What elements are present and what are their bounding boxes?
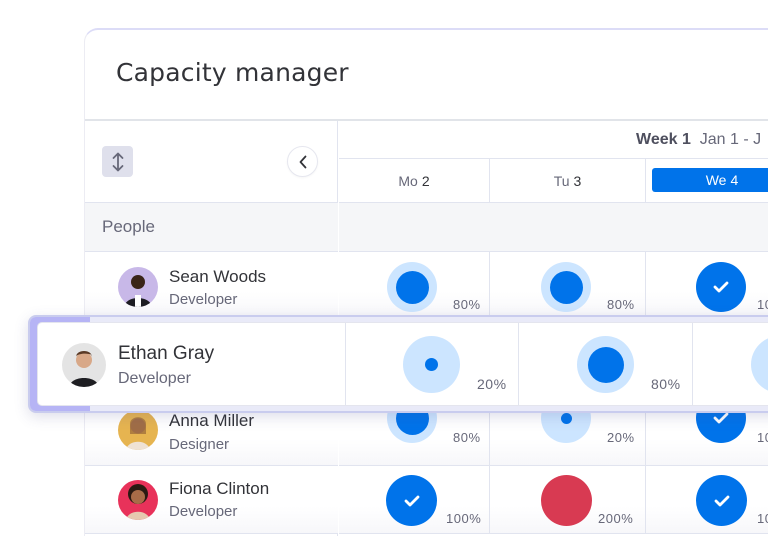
capacity-percent: 80%	[607, 297, 635, 312]
person-photo-icon	[126, 417, 150, 450]
capacity-cell[interactable]: 80%	[339, 252, 490, 319]
day-column-header-active[interactable]: We 4	[652, 168, 768, 192]
checkmark-icon	[404, 495, 419, 506]
capacity-percent: 20%	[477, 376, 507, 392]
week-header: Week 1 Jan 1 - J	[339, 121, 768, 159]
capacity-indicator-full	[696, 475, 747, 526]
capacity-cell[interactable]: 100%	[339, 466, 490, 534]
checkmark-icon	[713, 412, 729, 424]
column-divider	[345, 323, 346, 405]
capacity-dot	[587, 346, 624, 383]
avatar	[62, 343, 106, 387]
person-row[interactable]: Fiona Clinton Developer	[85, 466, 338, 534]
person-role: Designer	[169, 436, 230, 453]
card-header: Capacity manager	[85, 30, 768, 121]
people-section-header: People	[85, 203, 338, 252]
capacity-indicator-partial	[541, 262, 591, 312]
dragged-person-row[interactable]: Ethan Gray Developer 20% 80%	[28, 315, 768, 413]
capacity-percent: 10	[757, 430, 768, 445]
capacity-indicator-low	[403, 336, 460, 393]
checkmark-icon	[714, 495, 729, 506]
capacity-percent: 80%	[453, 430, 481, 445]
avatar	[118, 267, 158, 307]
person-name: Fiona Clinton	[169, 479, 270, 498]
person-name: Sean Woods	[169, 267, 267, 286]
capacity-indicator-partial	[751, 336, 768, 393]
capacity-indicator-full	[696, 262, 746, 312]
collapse-panel-button[interactable]	[287, 146, 318, 177]
person-role: Developer	[169, 503, 238, 520]
capacity-dot	[425, 358, 438, 371]
capacity-indicator-full	[386, 475, 437, 526]
capacity-cell[interactable]: 10	[646, 252, 768, 319]
week-range: Jan 1 - J	[699, 131, 762, 148]
person-name: Anna Miller	[169, 411, 255, 430]
avatar	[118, 410, 158, 450]
capacity-percent: 80%	[651, 376, 681, 392]
capacity-percent: 100%	[446, 511, 482, 526]
person-name: Ethan Gray	[118, 343, 215, 364]
people-toolbar	[85, 121, 338, 203]
person-row[interactable]: Sean Woods Developer	[85, 252, 338, 319]
person-role: Developer	[169, 291, 238, 308]
checkmark-icon	[713, 281, 729, 293]
expand-rows-button[interactable]	[102, 146, 133, 177]
person-photo-icon	[124, 275, 152, 307]
capacity-dot	[395, 270, 429, 304]
chevron-left-icon	[299, 155, 306, 168]
capacity-percent: 80%	[453, 297, 481, 312]
person-role: Developer	[118, 370, 191, 387]
people-section-band	[339, 203, 768, 252]
page-title: Capacity manager	[116, 58, 349, 87]
day-column-header[interactable]: Mo 2	[339, 159, 490, 202]
capacity-cell[interactable]: 200%	[490, 466, 646, 534]
capacity-percent: 10	[757, 297, 768, 312]
dragged-row-content: Ethan Gray Developer 20% 80%	[38, 323, 768, 405]
capacity-percent: 10	[757, 511, 768, 526]
capacity-cell[interactable]: 80%	[490, 252, 646, 319]
capacity-indicator-partial	[577, 336, 634, 393]
capacity-percent: 200%	[598, 511, 634, 526]
capacity-percent: 20%	[607, 430, 635, 445]
arrows-vertical-icon	[112, 152, 123, 171]
capacity-dot	[560, 412, 572, 424]
people-section-label: People	[102, 217, 155, 236]
column-divider	[692, 323, 693, 405]
person-photo-icon	[69, 351, 99, 387]
person-photo-icon	[126, 484, 150, 520]
day-column-header[interactable]: Tu 3	[490, 159, 646, 202]
capacity-dot	[549, 270, 583, 304]
days-header: Mo 2 Tu 3 We 4	[339, 159, 768, 203]
capacity-manager-card: Capacity manager People Sean Woods	[84, 28, 768, 536]
capacity-indicator-over	[541, 475, 592, 526]
avatar	[118, 480, 158, 520]
capacity-cell[interactable]: 10	[646, 466, 768, 534]
week-number: Week 1	[636, 131, 691, 148]
column-divider	[518, 323, 519, 405]
week-label: Week 1 Jan 1 - J	[636, 131, 761, 149]
capacity-indicator-partial	[387, 262, 437, 312]
